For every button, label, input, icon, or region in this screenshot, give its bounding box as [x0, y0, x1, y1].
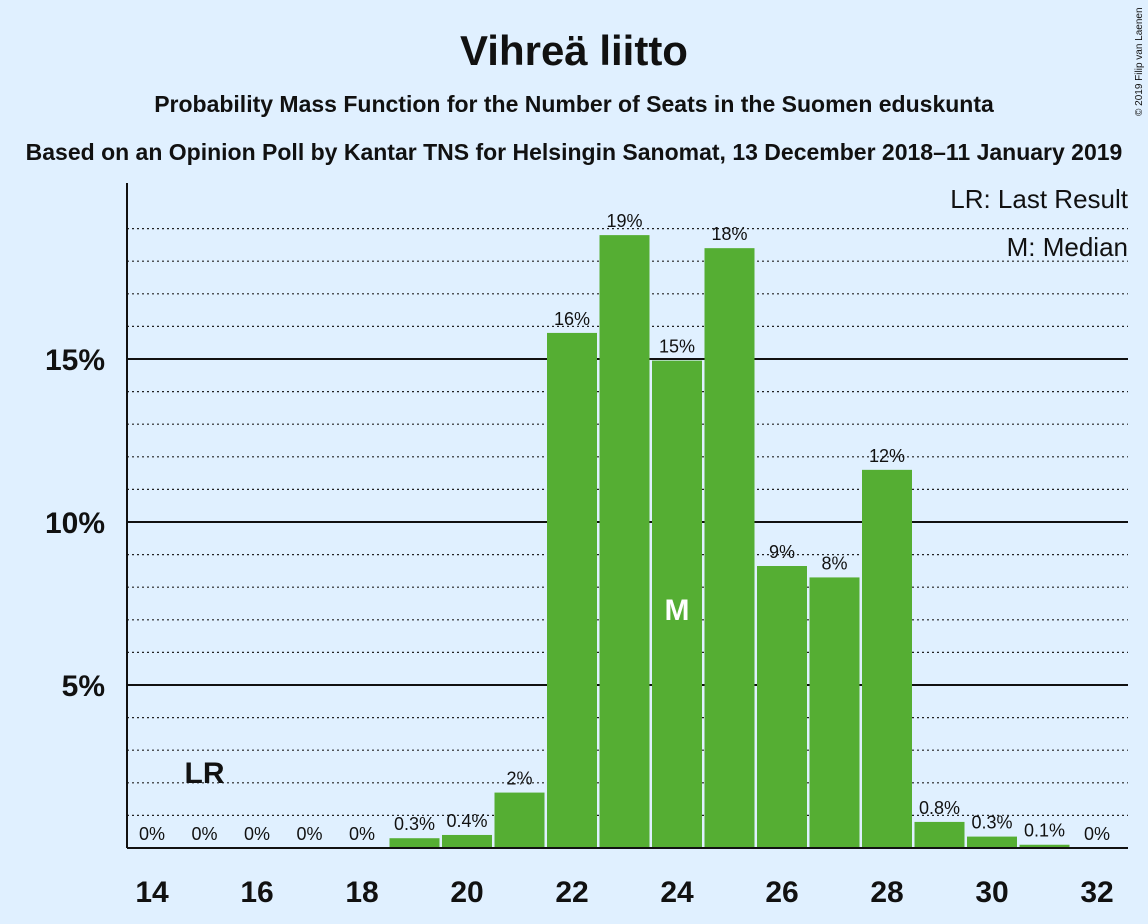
x-axis: 14 16 18 20 22 24 26 28 30 32 — [127, 847, 1128, 909]
x-tick-label: 16 — [240, 876, 273, 909]
bar-seat-31 — [1019, 844, 1070, 848]
bar-label-seat-31: 0.1% — [1024, 821, 1065, 841]
x-tick-label: 30 — [975, 876, 1008, 909]
bar-label-seat-28: 12% — [869, 446, 905, 466]
bar-seat-23 — [599, 235, 650, 848]
x-tick-label: 20 — [450, 876, 483, 909]
bar-label-seat-19: 0.3% — [394, 814, 435, 834]
chart-subtitle: Probability Mass Function for the Number… — [154, 91, 994, 117]
bar-label-seat-23: 19% — [606, 211, 642, 231]
bar-label-seat-15: 0% — [191, 824, 217, 844]
x-tick-label: 14 — [135, 876, 169, 909]
last-result-marker: LR — [185, 757, 225, 790]
bar-seat-22 — [547, 332, 597, 848]
x-tick-label: 28 — [870, 876, 903, 909]
x-tick-label: 18 — [345, 876, 378, 909]
bar-label-seat-14: 0% — [139, 824, 165, 844]
bar-label-seat-17: 0% — [296, 824, 322, 844]
bar-label-seat-22: 16% — [554, 309, 590, 329]
bar-label-seat-30: 0.3% — [971, 813, 1012, 833]
bar-seat-30 — [967, 836, 1017, 848]
bar-label-seat-24: 15% — [659, 337, 695, 357]
bar-label-seat-18: 0% — [349, 824, 375, 844]
x-tick-label: 22 — [555, 876, 588, 909]
y-tick-label: 15% — [45, 344, 105, 377]
bar-seat-19 — [389, 838, 440, 848]
x-tick-label: 32 — [1080, 876, 1113, 909]
bar-label-seat-25: 18% — [711, 224, 747, 244]
chart-subtitle-source: Based on an Opinion Poll by Kantar TNS f… — [26, 139, 1123, 165]
bar-label-seat-20: 0.4% — [446, 811, 487, 831]
bar-seat-20 — [442, 834, 492, 848]
legend-last-result: LR: Last Result — [950, 184, 1129, 214]
bar-seat-29 — [914, 821, 965, 848]
y-axis: 5% 10% 15% — [45, 183, 128, 848]
bar-label-seat-32: 0% — [1084, 824, 1110, 844]
y-tick-label: 5% — [62, 670, 105, 703]
median-marker: M — [665, 594, 690, 627]
bar-labels: 0% 0% LR 0% 0% 0% 0.3% 0.4% 2% 16% 19% 15% M 18% 9% 8% 1… — [139, 211, 1110, 844]
bar-seat-24 — [652, 360, 702, 848]
bar-label-seat-16: 0% — [244, 824, 270, 844]
bar-seat-21 — [494, 792, 545, 848]
legend-median: M: Median — [1007, 232, 1128, 262]
copyright-notice: © 2019 Filip van Laenen — [1134, 7, 1145, 116]
chart-title: Vihreä liitto — [460, 27, 688, 74]
x-tick-label: 24 — [660, 876, 694, 909]
bar-label-seat-27: 8% — [821, 553, 847, 573]
bar-label-seat-26: 9% — [769, 542, 795, 562]
bar-seat-26 — [757, 566, 807, 848]
bar-seat-28 — [862, 469, 912, 848]
bars — [389, 235, 1070, 848]
bar-label-seat-29: 0.8% — [919, 798, 960, 818]
y-tick-label: 10% — [45, 507, 105, 540]
x-tick-label: 26 — [765, 876, 798, 909]
bar-seat-27 — [809, 577, 860, 848]
bar-seat-25 — [704, 248, 755, 848]
bar-label-seat-21: 2% — [506, 769, 532, 789]
